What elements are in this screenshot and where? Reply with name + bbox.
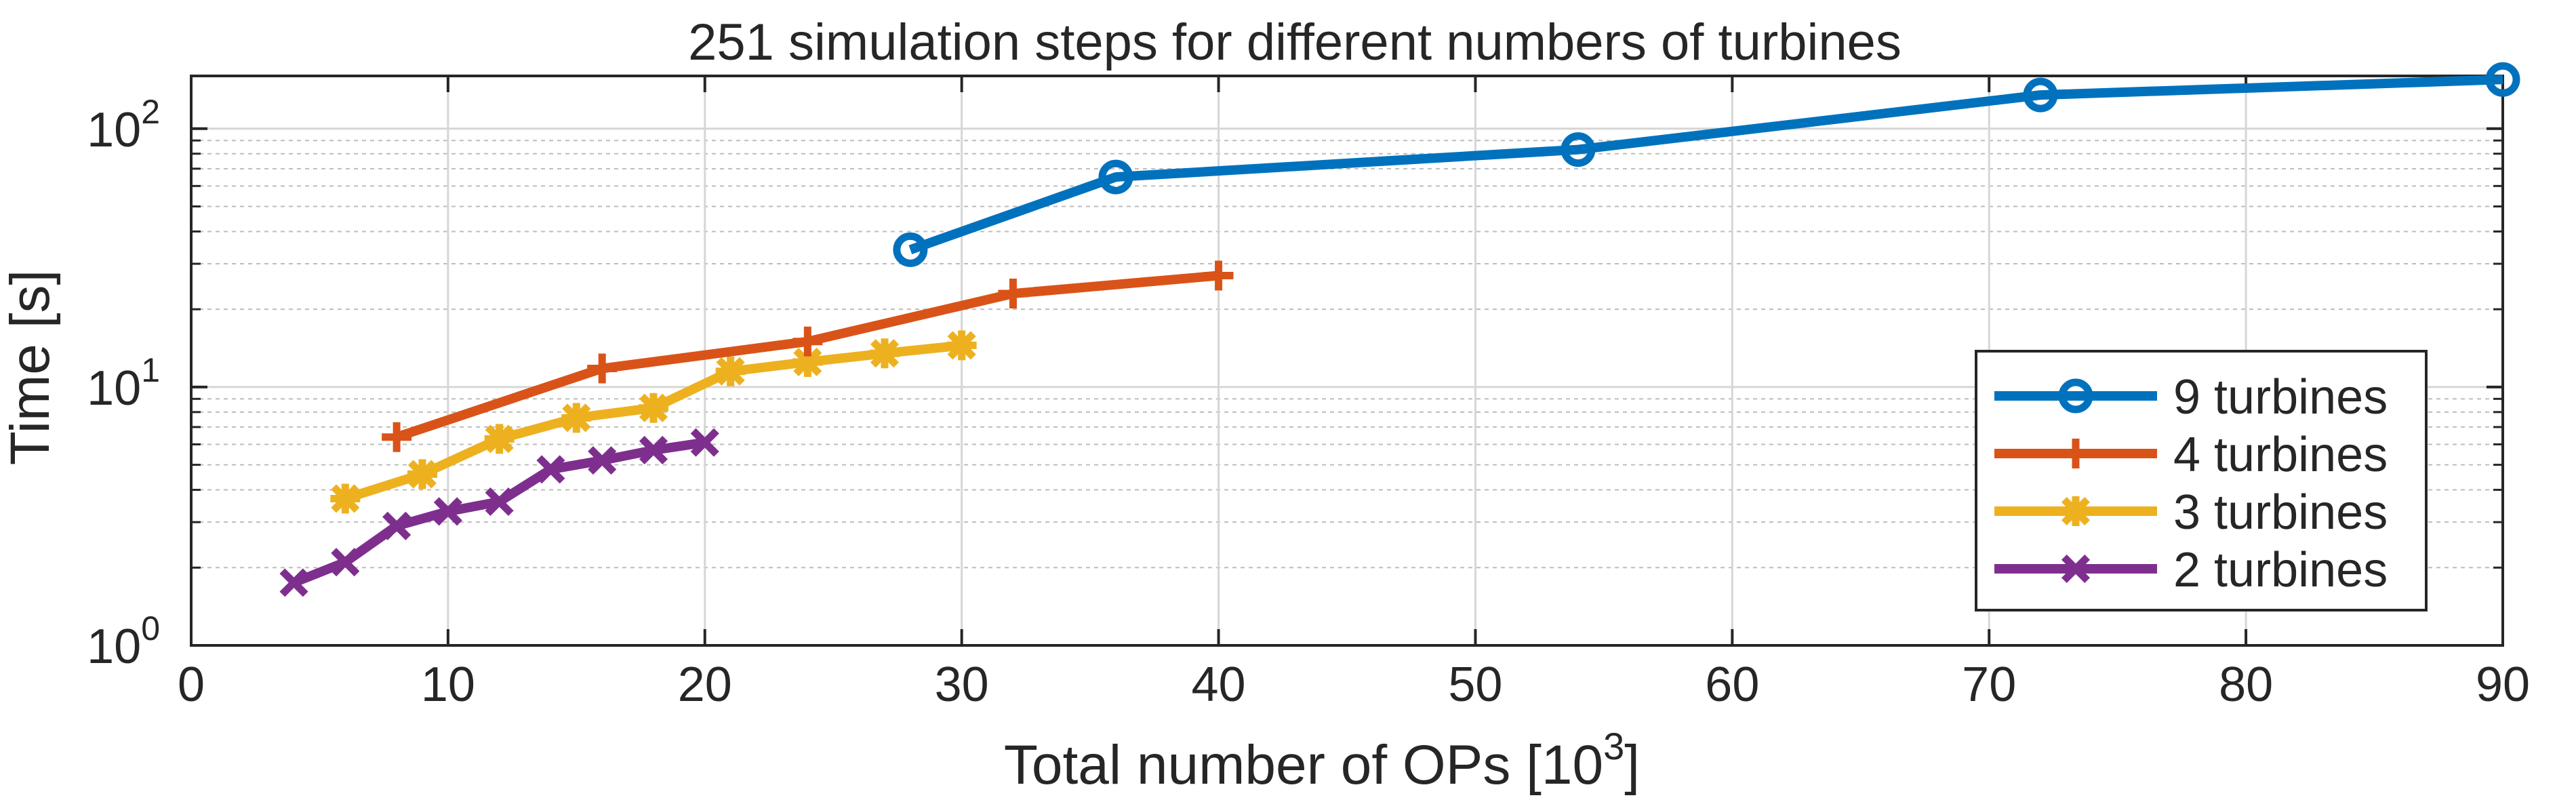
legend-label: 4 turbines: [2173, 428, 2388, 482]
legend-entry: 3 turbines: [1994, 485, 2388, 540]
data-point: [485, 487, 514, 517]
data-point: [587, 353, 618, 384]
x-axis-label-end: ]: [1624, 734, 1640, 796]
legend-marker: [2061, 496, 2091, 526]
y-tick-label-exponent: 0: [141, 609, 160, 647]
legend-label: 3 turbines: [2173, 485, 2388, 540]
data-point: [484, 424, 515, 454]
data-point: [382, 511, 411, 540]
x-axis-label: Total number of OPs [103]: [1004, 725, 1640, 796]
data-point: [536, 455, 565, 484]
data-point: [588, 446, 617, 475]
y-tick-label-exponent: 2: [141, 93, 160, 131]
x-tick-label: 10: [421, 658, 475, 712]
series-4-turbines: [382, 260, 1234, 452]
x-tick-label: 0: [178, 658, 205, 712]
x-axis-label-exponent: 3: [1603, 725, 1624, 767]
data-point: [998, 279, 1028, 309]
y-tick-label-exponent: 1: [141, 351, 160, 389]
x-tick-label: 40: [1192, 658, 1246, 712]
y-tick-label-base: 10: [87, 361, 141, 416]
legend-entry: 4 turbines: [1994, 428, 2388, 482]
y-tick-label: 101: [87, 351, 160, 416]
y-tick-label: 102: [87, 93, 160, 157]
data-point: [946, 330, 977, 361]
chart-title: 251 simulation steps for different numbe…: [688, 14, 1901, 71]
data-point: [1098, 159, 1133, 195]
data-point: [792, 346, 823, 377]
data-point: [792, 326, 823, 357]
legend-entry: 9 turbines: [1994, 370, 2388, 424]
x-tick-label: 50: [1448, 658, 1502, 712]
x-axis-label-main: Total number of OPs [10: [1004, 734, 1603, 796]
data-point: [382, 422, 412, 452]
data-point: [561, 403, 592, 433]
data-point: [1203, 260, 1234, 291]
data-point: [407, 459, 437, 489]
y-tick-label: 100: [87, 609, 160, 674]
legend-label: 2 turbines: [2173, 543, 2388, 597]
legend-label: 9 turbines: [2173, 370, 2388, 424]
x-tick-label: 20: [678, 658, 732, 712]
series-line: [908, 75, 2503, 254]
series: [279, 62, 2520, 597]
series-2-turbines: [279, 428, 719, 597]
data-point: [2485, 62, 2520, 97]
x-tick-label: 80: [2219, 658, 2273, 712]
data-point: [690, 428, 719, 457]
x-tick-label: 60: [1705, 658, 1759, 712]
x-tick-label: 90: [2476, 658, 2530, 712]
data-point: [639, 435, 668, 464]
data-point: [893, 232, 928, 267]
x-tick-label: 30: [935, 658, 989, 712]
legend-marker: [2061, 439, 2091, 468]
data-point: [639, 393, 668, 423]
data-point: [279, 568, 308, 597]
data-point: [433, 497, 462, 526]
y-axis-label: Time [s]: [0, 270, 61, 466]
legend-marker: [2061, 554, 2091, 584]
plot-frame: [190, 75, 2504, 647]
legend-marker: [2058, 378, 2093, 414]
y-tick-label-base: 10: [87, 103, 141, 157]
legend-entry: 2 turbines: [1994, 543, 2388, 597]
data-point: [330, 483, 361, 514]
data-point: [331, 548, 360, 577]
data-point: [1561, 132, 1596, 167]
y-tick-label-base: 10: [87, 620, 141, 674]
data-point: [2023, 77, 2058, 113]
series-9-turbines: [893, 62, 2520, 267]
data-point: [715, 356, 746, 386]
x-tick-label: 70: [1962, 658, 2016, 712]
series-3-turbines: [330, 330, 977, 514]
data-point: [870, 338, 900, 369]
